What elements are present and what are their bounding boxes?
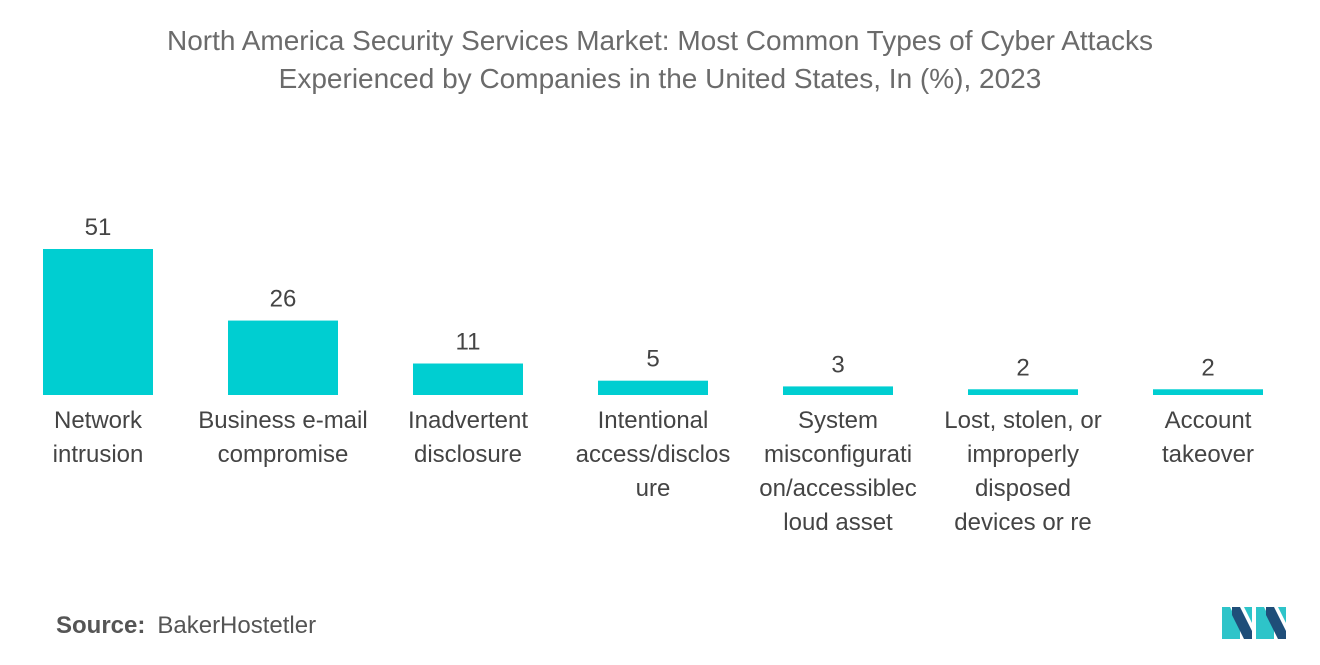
bar-1 bbox=[228, 320, 338, 395]
category-label-5: Lost, stolen, or improperly disposed dev… bbox=[944, 407, 1102, 536]
chart-title: North America Security Services Market: … bbox=[0, 22, 1320, 98]
bar-4 bbox=[783, 386, 893, 395]
chart-title-line2: Experienced by Companies in the United S… bbox=[278, 63, 1042, 94]
bar-5 bbox=[968, 389, 1078, 395]
data-label-1: 26 bbox=[270, 286, 297, 313]
category-label-6: Account takeover bbox=[1161, 407, 1255, 468]
bar-0 bbox=[43, 249, 153, 395]
bar-2 bbox=[413, 363, 523, 395]
data-label-5: 2 bbox=[1016, 354, 1029, 381]
source-note: Source: BakerHostetler bbox=[56, 612, 316, 640]
category-label-3: Intentional access/disclos ure bbox=[575, 407, 731, 502]
data-label-6: 2 bbox=[1201, 354, 1214, 381]
bar-6 bbox=[1153, 389, 1263, 395]
bar-3 bbox=[598, 380, 708, 395]
category-label-0: Network intrusion bbox=[52, 407, 144, 468]
category-label-4: System misconfigurati on/accessiblec lou… bbox=[759, 407, 917, 536]
data-label-0: 51 bbox=[85, 214, 112, 241]
category-label-1: Business e-mail compromise bbox=[198, 407, 368, 468]
data-label-2: 11 bbox=[456, 329, 481, 356]
source-value: BakerHostetler bbox=[157, 612, 317, 639]
source-label: Source: bbox=[56, 612, 146, 639]
category-label-2: Inadvertent disclosure bbox=[407, 407, 529, 468]
chart-title-line1: North America Security Services Market: … bbox=[166, 25, 1154, 56]
data-label-3: 5 bbox=[646, 346, 659, 373]
data-label-4: 3 bbox=[831, 351, 844, 378]
mordor-logo-icon bbox=[1222, 607, 1286, 639]
